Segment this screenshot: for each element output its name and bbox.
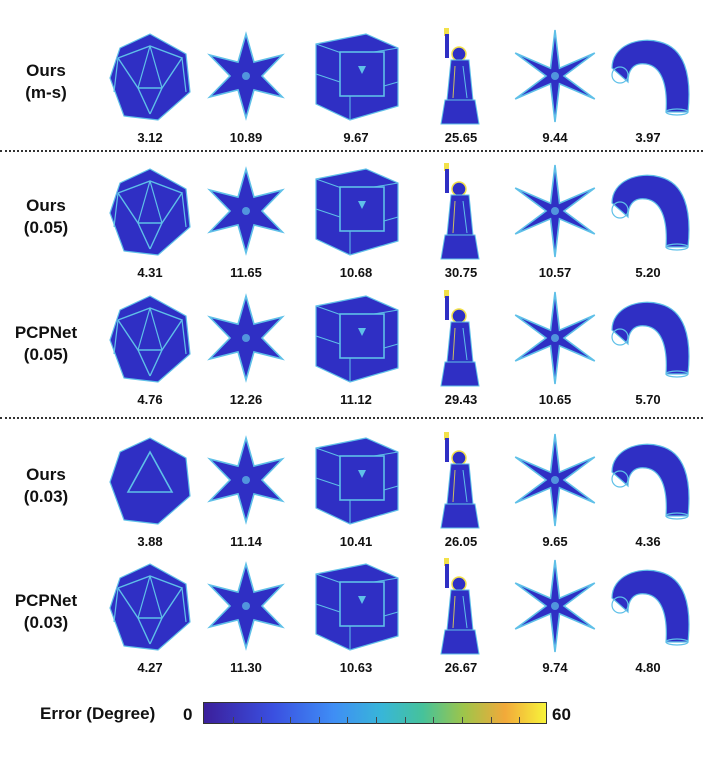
colorbar-tick bbox=[404, 717, 406, 724]
error-value: 10.65 bbox=[538, 392, 572, 407]
colorbar-tick bbox=[261, 717, 263, 724]
result-cell: 25.65 bbox=[411, 26, 511, 156]
legend-min-label: 0 bbox=[183, 705, 193, 724]
result-cell: 26.67 bbox=[411, 556, 511, 686]
colorbar bbox=[203, 702, 547, 724]
row-label-line: (m-s) bbox=[25, 83, 67, 102]
error-value: 10.41 bbox=[339, 534, 373, 549]
row-label-line: (0.03) bbox=[23, 487, 69, 506]
result-cell: 3.97 bbox=[598, 26, 698, 156]
result-cell: 4.76 bbox=[100, 288, 200, 418]
method-row: Ours (m-s) 3.12 10.89 9.67 25.65 9.44 3.97 bbox=[0, 26, 703, 156]
result-cell: 4.27 bbox=[100, 556, 200, 686]
result-cell: 4.31 bbox=[100, 161, 200, 291]
legend-title: Error (Degree) bbox=[40, 704, 156, 723]
error-value: 4.36 bbox=[635, 534, 661, 549]
error-value: 10.57 bbox=[538, 265, 572, 280]
row-label-line: (0.03) bbox=[23, 613, 69, 632]
error-value: 25.65 bbox=[444, 130, 478, 145]
error-value: 4.80 bbox=[635, 660, 661, 675]
row-label-line: (0.05) bbox=[23, 218, 69, 237]
result-cell: 11.30 bbox=[196, 556, 296, 686]
error-value: 5.20 bbox=[635, 265, 661, 280]
row-label-line: PCPNet bbox=[14, 591, 78, 610]
result-cell: 10.65 bbox=[505, 288, 605, 418]
row-label-line: (0.05) bbox=[23, 345, 69, 364]
error-value: 26.05 bbox=[444, 534, 478, 549]
colorbar-tick bbox=[490, 717, 492, 724]
result-cell: 10.68 bbox=[306, 161, 406, 291]
method-row: PCPNet (0.03) 4.27 11.30 10.63 26.67 9.74 4.80 bbox=[0, 556, 703, 686]
result-cell: 9.67 bbox=[306, 26, 406, 156]
error-value: 9.67 bbox=[343, 130, 369, 145]
result-cell: 11.65 bbox=[196, 161, 296, 291]
method-row: Ours (0.05) 4.31 11.65 10.68 30.75 10.57 5.20 bbox=[0, 161, 703, 291]
error-value: 12.26 bbox=[229, 392, 263, 407]
error-value: 11.30 bbox=[230, 660, 262, 675]
colorbar-tick bbox=[232, 717, 234, 724]
colorbar-tick bbox=[519, 717, 521, 724]
error-value: 9.65 bbox=[542, 534, 568, 549]
result-cell: 10.41 bbox=[306, 430, 406, 560]
result-cell: 9.74 bbox=[505, 556, 605, 686]
result-cell: 11.12 bbox=[306, 288, 406, 418]
result-cell: 3.88 bbox=[100, 430, 200, 560]
colorbar-tick bbox=[290, 717, 291, 724]
error-value: 4.27 bbox=[137, 660, 163, 675]
colorbar-tick bbox=[376, 717, 377, 724]
error-value: 10.63 bbox=[339, 660, 373, 675]
result-cell: 26.05 bbox=[411, 430, 511, 560]
result-cell: 5.70 bbox=[598, 288, 698, 418]
colorbar-tick bbox=[318, 717, 320, 724]
result-cell: 10.57 bbox=[505, 161, 605, 291]
row-label: Ours (0.03) bbox=[0, 464, 92, 508]
method-row: PCPNet (0.05) 4.76 12.26 11.12 29.43 10.65 5.70 bbox=[0, 288, 703, 418]
row-label: Ours (0.05) bbox=[0, 195, 92, 239]
result-cell: 9.65 bbox=[505, 430, 605, 560]
error-value: 9.74 bbox=[542, 660, 568, 675]
result-cell: 4.80 bbox=[598, 556, 698, 686]
error-value: 3.12 bbox=[137, 130, 163, 145]
row-label-line: Ours bbox=[26, 465, 66, 484]
result-cell: 9.44 bbox=[505, 26, 605, 156]
result-cell: 12.26 bbox=[196, 288, 296, 418]
row-label: Ours (m-s) bbox=[0, 60, 92, 104]
section-separator bbox=[0, 150, 703, 152]
result-cell: 11.14 bbox=[196, 430, 296, 560]
row-label: PCPNet (0.03) bbox=[0, 590, 92, 634]
error-value: 9.44 bbox=[542, 130, 568, 145]
error-value: 11.12 bbox=[340, 392, 372, 407]
colorbar-tick bbox=[347, 717, 349, 724]
result-cell: 3.12 bbox=[100, 26, 200, 156]
error-value: 4.31 bbox=[137, 265, 163, 280]
error-value: 10.68 bbox=[339, 265, 373, 280]
row-label: PCPNet (0.05) bbox=[0, 322, 92, 366]
section-separator bbox=[0, 417, 703, 419]
result-cell: 5.20 bbox=[598, 161, 698, 291]
method-row: Ours (0.03) 3.88 11.14 10.41 26.05 9.65 4.36 bbox=[0, 430, 703, 560]
error-value: 10.89 bbox=[229, 130, 263, 145]
error-value: 11.65 bbox=[230, 265, 262, 280]
result-cell: 10.89 bbox=[196, 26, 296, 156]
error-value: 29.43 bbox=[444, 392, 478, 407]
legend-max-label: 60 bbox=[552, 705, 571, 724]
error-value: 26.67 bbox=[444, 660, 478, 675]
error-value: 3.97 bbox=[635, 130, 661, 145]
colorbar-tick bbox=[462, 717, 463, 724]
colorbar-tick bbox=[433, 717, 435, 724]
row-label-line: Ours bbox=[26, 61, 66, 80]
error-value: 3.88 bbox=[137, 534, 163, 549]
error-value: 5.70 bbox=[635, 392, 661, 407]
row-label-line: PCPNet bbox=[14, 323, 78, 342]
error-value: 11.14 bbox=[230, 534, 262, 549]
result-cell: 30.75 bbox=[411, 161, 511, 291]
error-value: 4.76 bbox=[137, 392, 163, 407]
result-cell: 4.36 bbox=[598, 430, 698, 560]
colorbar-legend: Error (Degree) 0 60 bbox=[0, 696, 703, 736]
error-value: 30.75 bbox=[444, 265, 478, 280]
result-cell: 10.63 bbox=[306, 556, 406, 686]
row-label-line: Ours bbox=[26, 196, 66, 215]
result-cell: 29.43 bbox=[411, 288, 511, 418]
